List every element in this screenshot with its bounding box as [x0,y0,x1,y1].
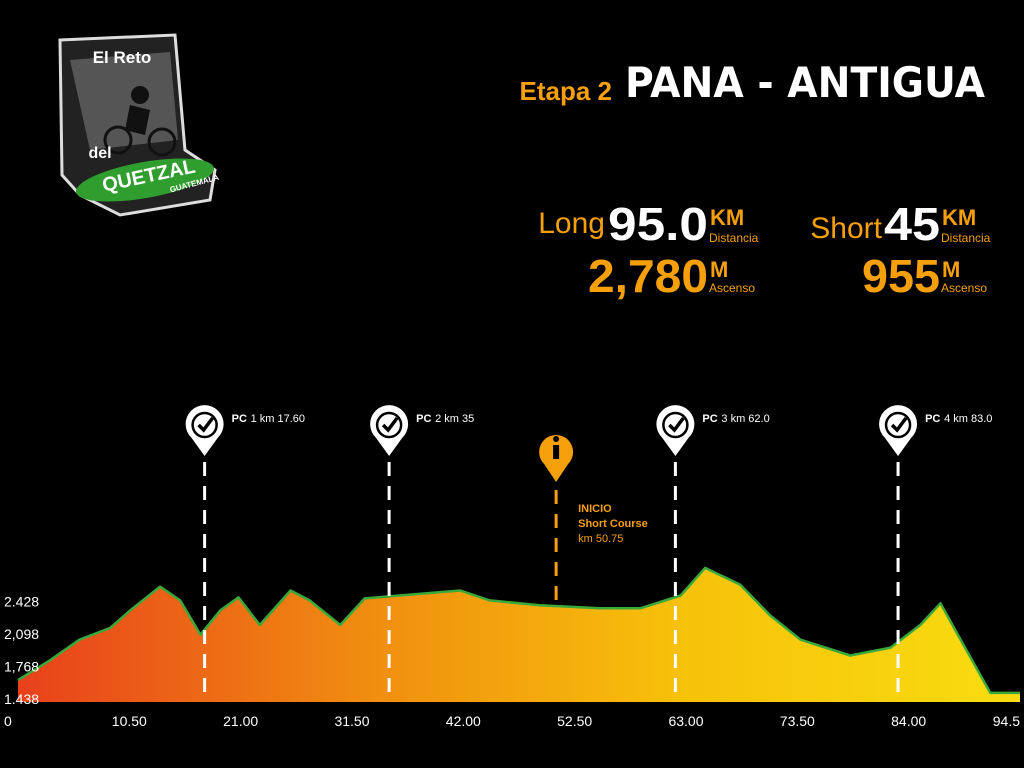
checkpoint-text: 2 km 35 [435,413,474,425]
checkpoint-label: PC [232,413,247,425]
elevation-area [18,567,1020,702]
y-tick-label: 2,098 [4,626,39,642]
checkpoint-icon [662,411,689,439]
x-tick-label: 31.50 [334,713,369,729]
checkpoint-text: 4 km 83.0 [944,413,992,425]
checkpoint-check [668,416,685,433]
start-text: km 50.75 [578,533,623,545]
short-ascent: 955 [862,250,940,302]
x-tick-label: 21.00 [223,713,258,729]
caption: Ascenso [941,281,987,295]
caption: Distancia [709,231,759,245]
x-tick-label: 84.00 [891,713,926,729]
checkpoint-label: PC [416,413,431,425]
x-tick-label: 73.50 [780,713,815,729]
stage: Etapa 2 [520,76,613,106]
caption: Distancia [941,231,991,245]
route: Pana - Antigua [625,58,985,107]
checkpoint-label: PC [702,413,717,425]
start-icon [553,445,560,459]
checkpoint-text: 1 km 17.60 [251,413,305,425]
y-tick-label: 2.428 [4,594,39,610]
logo-text: El Reto [93,48,152,67]
logo: El Reto del QUETZAL GUATEMALA [58,33,220,217]
x-tick-label: 63.00 [668,713,703,729]
start-icon [553,436,560,442]
caption: Ascenso [709,281,755,295]
unit: M [942,257,960,282]
checkpoint-check [197,416,215,433]
checkpoint-check [381,416,399,433]
checkpoint-check [890,416,908,433]
x-tick-label: 42.00 [446,713,481,729]
checkpoint-icon [375,411,403,439]
y-tick-label: 1.438 [4,691,39,707]
x-tick-label: 52.50 [557,713,592,729]
checkpoint-icon [191,411,218,439]
elevation-line [17,566,1020,695]
x-tick-label: 0 [4,713,12,729]
x-tick-label: 94.5 [993,713,1020,729]
checkpoint-text: 3 km 62.0 [721,413,769,425]
short-label: Short [810,212,882,245]
short-distance: 45 [884,198,940,250]
unit: KM [710,205,744,230]
logo-text: del [88,145,111,162]
start-title: INICIO [578,503,612,515]
unit: M [710,257,728,282]
start-subtitle: Short Course [578,518,648,530]
checkpoint-label: PC [925,413,940,425]
checkpoint-icon [884,411,912,439]
long-ascent: 2,780 [588,250,708,302]
unit: KM [942,205,976,230]
x-tick-label: 10.50 [112,713,147,729]
long-distance: 95.0 [608,198,708,250]
y-tick-label: 1,768 [4,659,39,675]
long-label: Long [538,207,605,240]
